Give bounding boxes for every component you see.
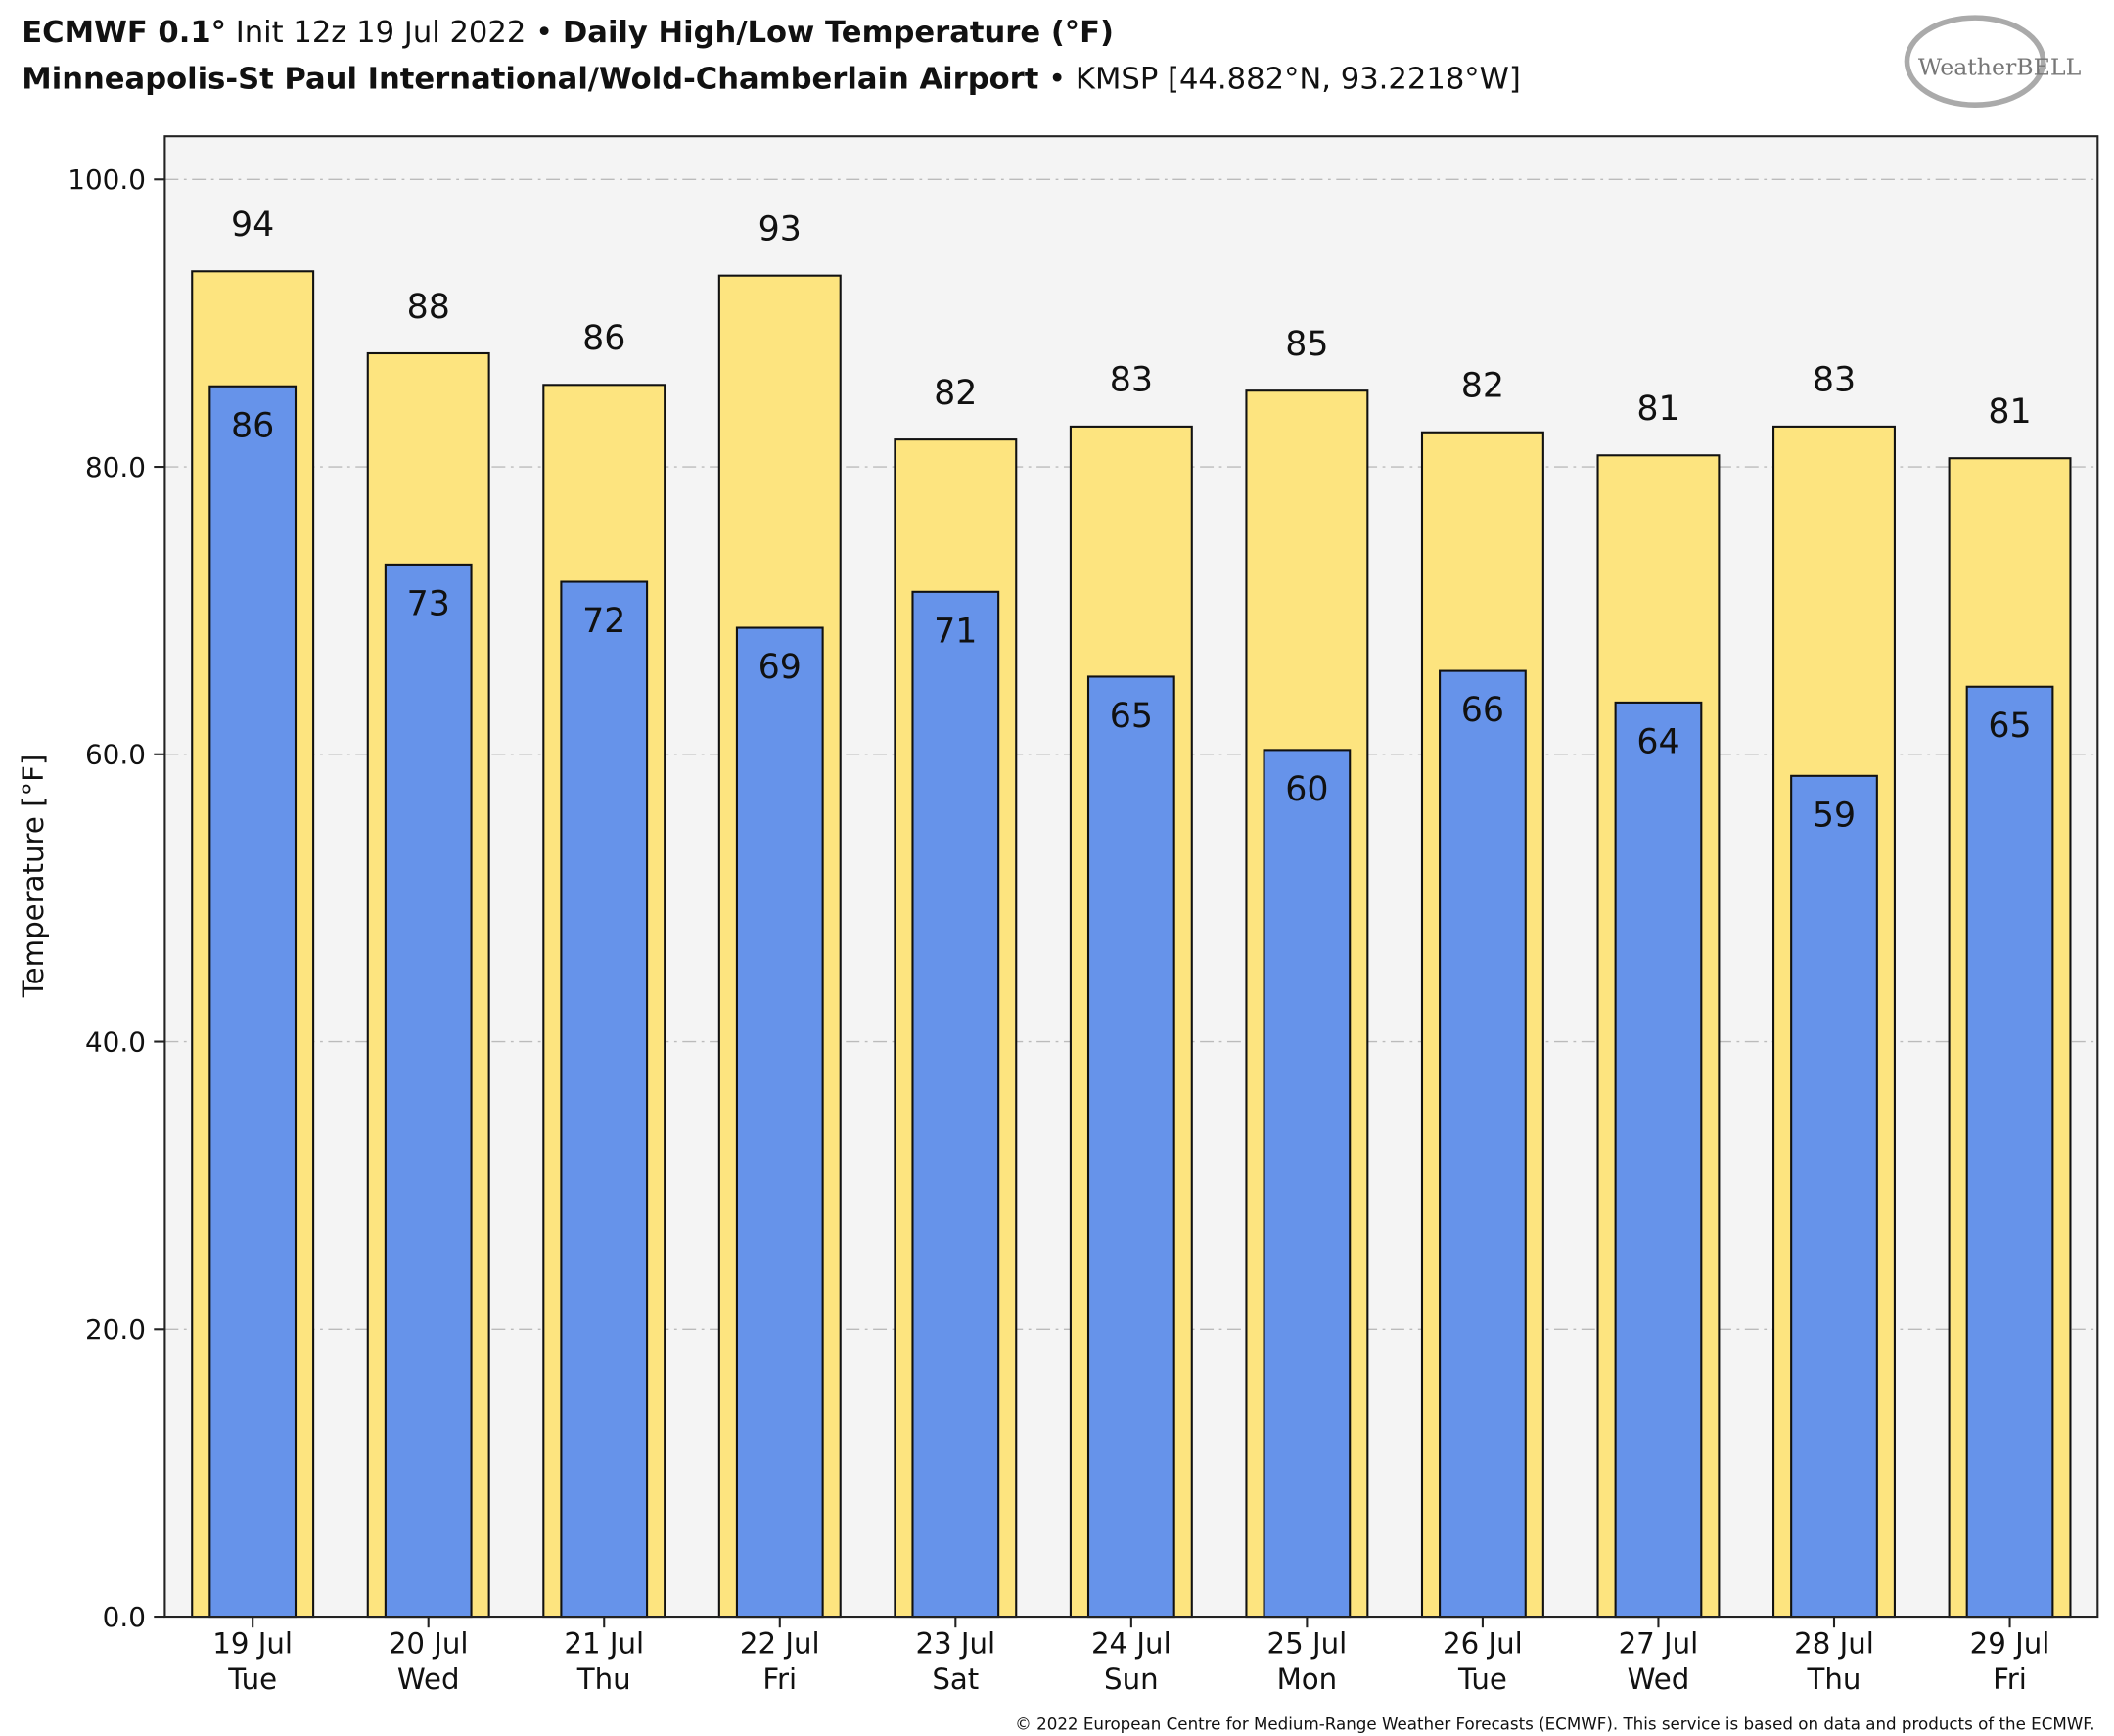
x-tick-label: 22 Jul (740, 1627, 820, 1661)
value-label: 73 (407, 584, 450, 623)
bar (1614, 701, 1703, 1619)
footer: © 2022 European Centre for Medium-Range … (1015, 1714, 2094, 1734)
value-label: 83 (1813, 361, 1856, 400)
x-tick-label: Wed (1628, 1663, 1690, 1696)
bar (560, 580, 649, 1619)
value-label: 72 (582, 602, 625, 641)
subtitle-part: • KMSP [44.882°N, 93.2218°W] (1038, 63, 1520, 97)
y-tick-label: 40.0 (85, 1026, 146, 1058)
x-tick-label: Thu (1807, 1663, 1861, 1696)
bar (735, 626, 824, 1619)
x-tick-label: Thu (576, 1663, 631, 1696)
x-tick-label: 21 Jul (564, 1627, 644, 1661)
subtitle-part: Minneapolis-St Paul International/Wold-C… (22, 63, 1038, 97)
plot-frame (163, 135, 2099, 1619)
x-tick-label: Wed (397, 1663, 460, 1696)
value-label: 82 (1461, 367, 1504, 406)
x-tick-label: 23 Jul (915, 1627, 995, 1661)
x-tick-label: Fri (1993, 1663, 2027, 1696)
x-tick-label: Tue (1457, 1663, 1507, 1696)
x-tick-label: 20 Jul (389, 1627, 469, 1661)
value-label: 60 (1285, 770, 1328, 809)
title-part: Init 12z 19 Jul 2022 • (226, 16, 563, 50)
value-label: 81 (1988, 392, 2031, 432)
value-label: 86 (231, 406, 274, 445)
bar (1790, 774, 1878, 1619)
x-tick-label: Tue (227, 1663, 277, 1696)
value-label: 85 (1285, 325, 1328, 364)
bar (1263, 749, 1352, 1619)
bar (1439, 669, 1527, 1619)
x-tick-label: Sun (1104, 1663, 1159, 1696)
value-label: 59 (1813, 796, 1856, 835)
bar (208, 385, 298, 1619)
x-tick-label: 29 Jul (1970, 1627, 2050, 1661)
value-label: 93 (758, 209, 802, 249)
value-label: 81 (1636, 389, 1679, 429)
logo-swirl (1904, 15, 2046, 108)
x-tick-label: Mon (1277, 1663, 1338, 1696)
value-label: 88 (407, 288, 450, 327)
y-tick-label: 0.0 (103, 1601, 146, 1633)
value-label: 86 (582, 319, 625, 358)
value-label: 65 (1988, 707, 2031, 746)
x-tick-label: 28 Jul (1794, 1627, 1874, 1661)
value-label: 94 (231, 206, 274, 245)
y-tick-label: 100.0 (68, 163, 146, 196)
bar (1965, 685, 2054, 1619)
value-label: 82 (934, 374, 977, 413)
x-tick-label: 27 Jul (1619, 1627, 1699, 1661)
value-label: 71 (934, 612, 977, 651)
value-label: 66 (1461, 691, 1504, 730)
subtitle: Minneapolis-St Paul International/Wold-C… (22, 63, 1521, 97)
y-axis-label: Temperature [°F] (17, 754, 50, 999)
title-part: ECMWF 0.1° (22, 16, 226, 50)
x-tick-label: Sat (932, 1663, 979, 1696)
bar (1086, 675, 1175, 1619)
title: ECMWF 0.1° Init 12z 19 Jul 2022 • Daily … (22, 16, 1114, 50)
bar (911, 590, 1000, 1619)
value-label: 83 (1110, 361, 1153, 400)
y-tick-label: 20.0 (85, 1313, 146, 1346)
title-part: Daily High/Low Temperature (°F) (563, 16, 1114, 50)
bar (384, 563, 473, 1619)
value-label: 65 (1110, 697, 1153, 736)
y-tick-label: 60.0 (85, 739, 146, 771)
x-tick-label: Fri (762, 1663, 797, 1696)
x-tick-label: 25 Jul (1267, 1627, 1348, 1661)
x-tick-label: 24 Jul (1091, 1627, 1172, 1661)
logo: WeatherBELL (1918, 54, 2082, 81)
x-tick-label: 26 Jul (1443, 1627, 1523, 1661)
value-label: 69 (758, 648, 802, 687)
y-tick-label: 80.0 (85, 451, 146, 483)
value-label: 64 (1636, 722, 1679, 761)
x-tick-label: 19 Jul (212, 1627, 293, 1661)
